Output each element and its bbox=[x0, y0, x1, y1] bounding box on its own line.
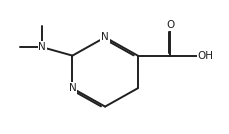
Text: O: O bbox=[166, 20, 174, 30]
Text: N: N bbox=[68, 83, 76, 93]
Text: N: N bbox=[38, 42, 46, 52]
Text: OH: OH bbox=[197, 51, 213, 61]
Text: N: N bbox=[101, 32, 109, 42]
